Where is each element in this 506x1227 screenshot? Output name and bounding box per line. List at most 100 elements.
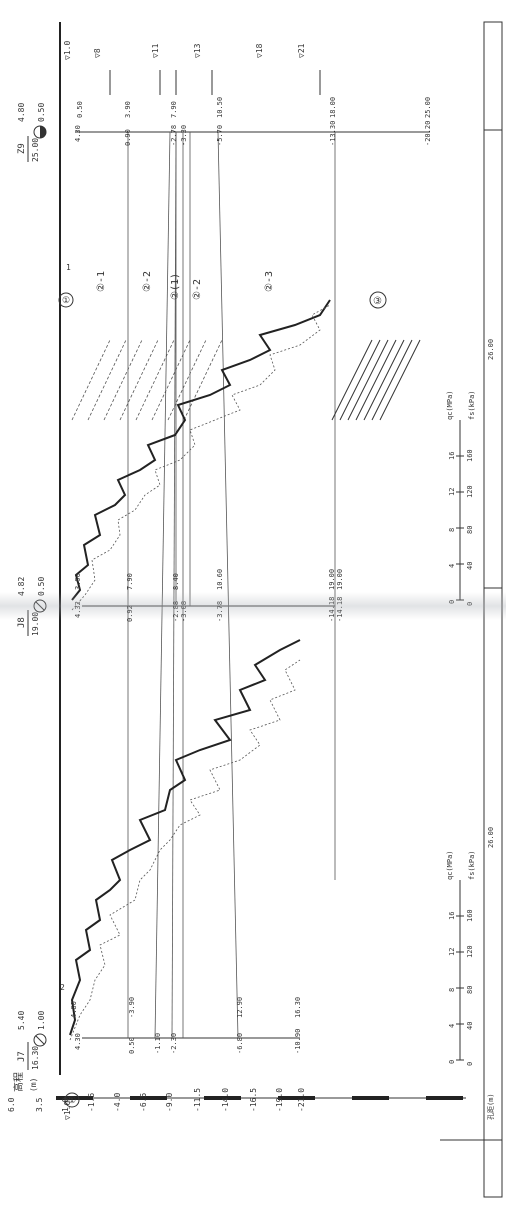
cpt-qc-curve-j7 (69, 639, 301, 1036)
qc-tick-label: 0 (448, 600, 456, 604)
borehole-top-label: 4.30 (74, 125, 82, 142)
axis-tick-label: -11.5 (193, 1088, 202, 1112)
footer-table: 孔距(m) 26.00 26.00 (440, 21, 503, 1198)
marker-wl-z9: ▽1.0 (63, 41, 72, 60)
qc-tick-label: 16 (448, 912, 456, 920)
borehole-depth-label: 16.30 (294, 997, 302, 1018)
layer-label-1b: ① (62, 296, 70, 306)
borehole-header-j8: J8 19.00 4.82 0.50 (17, 577, 47, 636)
cpt-scale-j8: qc(MPa) fs(kPa) 0 0 4 40 8 80 12 120 16 160 (446, 390, 476, 606)
borehole-depth-label: -3.90 (128, 997, 136, 1018)
borehole-j7-symbol (33, 1033, 47, 1047)
borehole-depth-label: 10.50 (216, 97, 224, 118)
marker-wl-j7: ▽1.00 (63, 1096, 72, 1120)
borehole-z9-num: 25.00 (31, 138, 40, 162)
borehole-depth-label: 19.00 (336, 569, 344, 590)
borehole-elevation-label: -3.78 (216, 601, 224, 622)
fs-scale-label: fs(kPa) (468, 850, 476, 880)
borehole-elevation-label: -3.08 (180, 601, 188, 622)
borehole-elevation-label: -3.30 (180, 125, 188, 146)
qc-tick-label: 0 (448, 1060, 456, 1064)
borehole-j7-wl: 1.00 (37, 1011, 46, 1030)
axis-tick-label: -4.0 (113, 1093, 122, 1112)
borehole-elevation-label: -13.30 (329, 121, 337, 146)
borehole-j7-elev: 5.40 (17, 1011, 26, 1030)
axis-tick-label: -16.5 (249, 1088, 258, 1112)
fs-tick-label: 120 (466, 945, 474, 958)
axis-title: 高程 (12, 1072, 25, 1092)
fs-tick-label: 0 (466, 602, 474, 606)
hatched-zones (71, 339, 421, 421)
fs-tick-label: 160 (466, 449, 474, 462)
axis-tick-label: -6.5 (139, 1093, 148, 1112)
fs-tick-label: 80 (466, 526, 474, 534)
cpt-curves (69, 299, 331, 1041)
layer-labels: ① ① ②-1 ②-2 ②(1) ②-2 ②-3 ③ 1 2 (58, 263, 387, 1108)
borehole-j7-num: 16.30 (31, 1046, 40, 1070)
axis-tick-label: -14.0 (221, 1088, 230, 1112)
fs-tick-label: 160 (466, 909, 474, 922)
qc-scale-label-2: qc(MPa) (446, 390, 454, 420)
axis-tick-label: -19.0 (275, 1088, 284, 1112)
borehole-elevation-label: -2.30 (170, 1033, 178, 1054)
borehole-depth-label: 12.90 (236, 997, 244, 1018)
qc-tick-label: 4 (448, 564, 456, 568)
borehole-elevation-label: -20.20 (424, 121, 432, 146)
layer-label-2-2b: ②-2 (192, 279, 203, 300)
axis-tick-label: 3.5 (35, 1097, 44, 1112)
axis-tick-label: -1.5 (87, 1093, 96, 1112)
footer-distance-2: 26.00 (487, 339, 495, 360)
borehole-elevation-label: -5.70 (216, 125, 224, 146)
axis-unit: (m) (29, 1078, 38, 1092)
borehole-elevation-label: 0.50 (128, 1037, 136, 1054)
footer-distance-1: 26.00 (487, 827, 495, 848)
axis-tick-label: 1.0 (61, 1097, 70, 1112)
qc-tick-label: 12 (448, 488, 456, 496)
fs-scale-label-2: fs(kPa) (468, 390, 476, 420)
qc-tick-label: 16 (448, 452, 456, 460)
borehole-elevation-label: -10.90 (294, 1029, 302, 1054)
marker-8: ▽8 (93, 48, 102, 58)
qc-tick-label: 8 (448, 988, 456, 992)
fs-tick-label: 80 (466, 986, 474, 994)
marker-18: ▽18 (255, 43, 264, 58)
layer-label-2-2: ②-2 (142, 271, 153, 292)
borehole-elevation-label: 0.90 (124, 129, 132, 146)
layer-tick-1: 1 (66, 263, 71, 272)
qc-scale-label: qc(MPa) (446, 850, 454, 880)
fs-tick-label: 40 (466, 562, 474, 570)
qc-tick-label: 4 (448, 1024, 456, 1028)
sample-markers: ▽8 ▽11 ▽13 ▽18 ▽21 ▽1.0 ▽1.00 (63, 41, 321, 1120)
borehole-depth-label: 25.00 (424, 97, 432, 118)
footer-row-label: 孔距(m) (487, 1093, 495, 1120)
cpt-scale-j7: qc(MPa) fs(kPa) 0 0 4 40 8 80 12 120 16 160 (446, 850, 476, 1066)
borehole-elevation-labels: 4.30 0.50 -1.10 -2.30 -6.80 -10.90 4.80 -3.90 12… (70, 97, 432, 1054)
layer-label-3: ③ (373, 296, 382, 307)
fs-tick-label: 120 (466, 485, 474, 498)
borehole-elevation-label: -6.80 (236, 1033, 244, 1054)
borehole-elevation-label: -2.88 (172, 601, 180, 622)
marker-13: ▽13 (193, 43, 202, 58)
borehole-j8-wl: 0.50 (37, 577, 46, 596)
cpt-fs-curve-j8 (71, 304, 331, 611)
borehole-header-z9: Z9 25.00 4.80 0.50 (17, 103, 47, 162)
layer-label-2-1: ②-1 (96, 271, 107, 292)
axis-tick-label: -21.0 (297, 1088, 306, 1112)
borehole-j8-elev: 4.82 (17, 577, 26, 596)
borehole-depth-label: 3.90 (74, 573, 82, 590)
borehole-j7-id: J7 (17, 1051, 27, 1062)
borehole-elevation-label: -2.78 (170, 125, 178, 146)
borehole-elevation-label: -1.10 (154, 1033, 162, 1054)
marker-11: ▽11 (151, 43, 160, 58)
borehole-depth-label: 0.50 (76, 101, 84, 118)
borehole-z9-elev: 4.80 (17, 103, 26, 122)
borehole-depth-label: 7.90 (170, 101, 178, 118)
borehole-lines (59, 22, 430, 1075)
borehole-j8-num: 19.00 (31, 612, 40, 636)
axis-tick-label: -9.0 (165, 1093, 174, 1112)
borehole-depth-label: 8.40 (172, 573, 180, 590)
elevation-axis: 高程 (m) 6.0 3.5 1.0 -1.5 -4.0 -6.5 -9.0 -11.5 -14… (7, 1072, 466, 1112)
axis-tick-labels: 6.0 3.5 1.0 -1.5 -4.0 -6.5 -9.0 -11.5 -14.0 -16.5… (7, 1088, 306, 1112)
borehole-top-label: 4.32 (74, 601, 82, 618)
